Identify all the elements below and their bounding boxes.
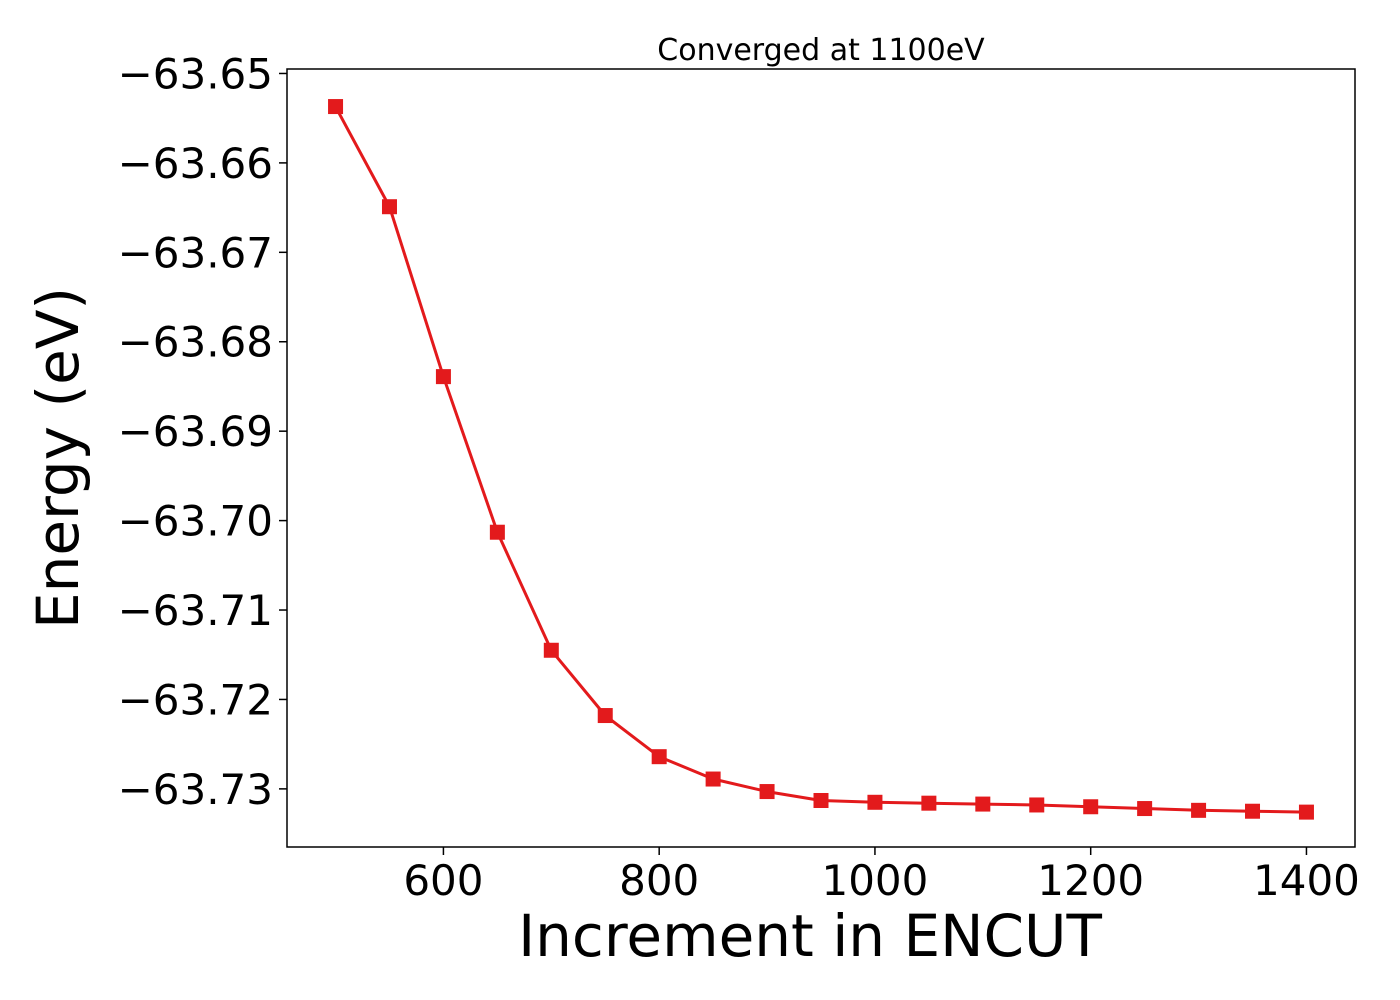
data-point	[867, 794, 883, 810]
y-tick-label: −63.69	[118, 407, 273, 456]
x-tick-label: 800	[619, 856, 699, 905]
y-axis: −63.65 −63.66 −63.67 −63.68 −63.69 −63.70 −63.…	[118, 49, 287, 814]
y-tick-label: −63.66	[118, 139, 273, 188]
x-tick-label: 600	[403, 856, 483, 905]
data-point	[489, 524, 505, 540]
x-axis-title: Increment in ENCUT	[518, 902, 1102, 970]
chart-title: Converged at 1100eV	[657, 33, 985, 68]
data-point	[813, 792, 829, 808]
y-tick-label: −63.70	[118, 497, 273, 546]
data-point	[1298, 804, 1314, 820]
y-tick-label: −63.65	[118, 49, 273, 98]
x-axis: 600 800 1000 1200 1400	[403, 847, 1360, 905]
data-point	[381, 199, 397, 215]
data-point	[1245, 803, 1261, 819]
y-axis-title: Energy (eV)	[24, 287, 92, 629]
data-point	[543, 642, 559, 658]
data-point	[328, 99, 344, 115]
x-tick-label: 1400	[1253, 856, 1360, 905]
y-tick-label: −63.72	[118, 675, 273, 724]
data-point	[1083, 799, 1099, 815]
data-point	[1191, 802, 1207, 818]
series-layer	[328, 99, 1314, 820]
data-point	[651, 749, 667, 765]
data-point	[759, 784, 775, 800]
y-tick-label: −63.68	[118, 318, 273, 367]
plot-frame	[286, 68, 1356, 848]
y-tick-label: −63.73	[118, 765, 273, 814]
data-point	[435, 369, 451, 385]
data-point	[1137, 801, 1153, 817]
data-point	[597, 708, 613, 724]
x-tick-label: 1000	[821, 856, 928, 905]
y-tick-label: −63.67	[118, 228, 273, 277]
data-point	[1029, 797, 1045, 813]
plot-area	[286, 68, 1356, 848]
data-point	[975, 796, 991, 812]
y-tick-label: −63.71	[118, 586, 273, 635]
data-point	[705, 771, 721, 787]
x-tick-label: 1200	[1037, 856, 1144, 905]
data-point	[921, 795, 937, 811]
